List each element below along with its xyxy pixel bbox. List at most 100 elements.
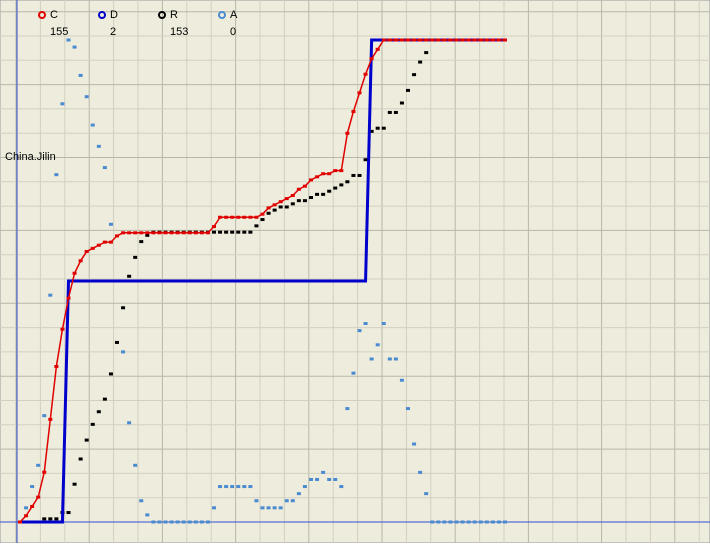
legend-label: R (170, 9, 178, 21)
point (284, 197, 289, 201)
point (254, 499, 259, 503)
point (272, 506, 277, 510)
point (248, 230, 253, 234)
point (212, 225, 216, 229)
point (412, 38, 417, 42)
point (278, 205, 283, 209)
point (218, 230, 223, 234)
point (54, 173, 59, 177)
point (496, 520, 501, 524)
point (412, 442, 417, 446)
point (478, 38, 483, 42)
point (102, 240, 107, 244)
point (102, 397, 107, 401)
point (490, 38, 495, 42)
point (387, 357, 392, 361)
point (145, 513, 150, 517)
point (363, 72, 368, 76)
point (139, 240, 144, 244)
point (18, 520, 22, 524)
point (406, 38, 410, 42)
point (205, 231, 210, 235)
point (42, 470, 47, 474)
point (175, 231, 180, 235)
point (357, 329, 362, 333)
point (193, 520, 198, 524)
point (260, 218, 265, 222)
point (278, 506, 283, 510)
point (72, 482, 77, 486)
annotation: China.Jilin (5, 151, 56, 163)
point (309, 477, 313, 481)
point (66, 38, 71, 42)
point (363, 322, 368, 326)
point (351, 110, 356, 114)
point (466, 520, 471, 524)
point (375, 126, 380, 130)
point (309, 196, 313, 200)
legend-value: 153 (170, 26, 188, 38)
point (357, 91, 362, 95)
point (399, 378, 404, 382)
point (345, 180, 350, 184)
point (36, 495, 41, 499)
point (54, 365, 59, 369)
point (339, 169, 344, 173)
point (121, 231, 126, 235)
point (478, 520, 483, 524)
point (84, 95, 89, 99)
point (72, 271, 77, 275)
point (248, 485, 253, 489)
point (72, 45, 77, 49)
point (418, 38, 423, 42)
point (290, 499, 295, 503)
point (460, 38, 465, 42)
point (484, 38, 489, 42)
point (24, 506, 29, 510)
point (224, 485, 229, 489)
point (115, 340, 119, 344)
point (127, 274, 132, 278)
legend-value: 0 (230, 26, 236, 38)
point (181, 520, 186, 524)
point (205, 520, 210, 524)
point (42, 517, 47, 521)
point (127, 421, 132, 425)
legend-marker (218, 11, 226, 19)
point (78, 259, 83, 263)
point (242, 215, 247, 219)
point (472, 38, 477, 42)
point (448, 38, 453, 42)
point (272, 208, 277, 212)
legend-marker (158, 11, 166, 19)
point (60, 102, 65, 106)
point (296, 492, 301, 496)
point (248, 215, 253, 219)
point (48, 517, 53, 521)
point (242, 230, 247, 234)
point (236, 215, 241, 219)
point (406, 88, 410, 92)
point (430, 38, 435, 42)
point (351, 371, 356, 375)
point (108, 222, 113, 226)
point (187, 231, 192, 235)
point (284, 205, 289, 209)
point (30, 504, 35, 508)
point (399, 101, 404, 105)
point (327, 477, 332, 481)
point (333, 477, 338, 481)
point (484, 520, 489, 524)
legend-label: D (110, 9, 118, 21)
point (108, 372, 113, 376)
point (472, 520, 477, 524)
point (151, 520, 156, 524)
point (424, 492, 429, 496)
point (139, 231, 144, 235)
point (260, 506, 265, 510)
point (503, 38, 507, 42)
point (108, 240, 113, 244)
point (145, 231, 150, 235)
point (36, 463, 41, 467)
point (375, 343, 380, 347)
